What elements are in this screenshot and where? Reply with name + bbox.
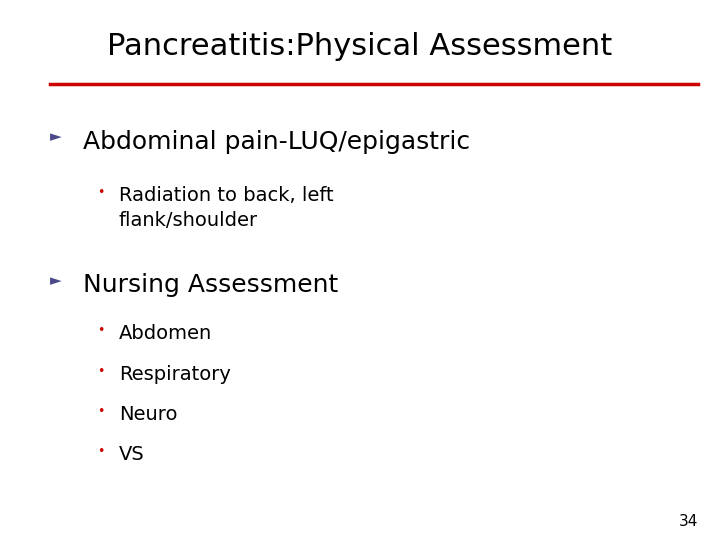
Text: VS: VS: [119, 446, 145, 464]
Text: •: •: [97, 405, 104, 418]
Text: Pancreatitis:Physical Assessment: Pancreatitis:Physical Assessment: [107, 32, 613, 62]
Text: 34: 34: [679, 514, 698, 529]
Text: Abdomen: Abdomen: [119, 324, 212, 343]
Text: •: •: [97, 186, 104, 199]
Text: ►: ►: [50, 130, 62, 145]
Text: Radiation to back, left
flank/shoulder: Radiation to back, left flank/shoulder: [119, 186, 333, 230]
Text: Nursing Assessment: Nursing Assessment: [83, 273, 338, 296]
Text: Abdominal pain-LUQ/epigastric: Abdominal pain-LUQ/epigastric: [83, 130, 470, 153]
Text: ►: ►: [50, 273, 62, 288]
Text: •: •: [97, 446, 104, 458]
Text: •: •: [97, 324, 104, 337]
Text: •: •: [97, 364, 104, 377]
Text: Respiratory: Respiratory: [119, 364, 230, 383]
Text: Neuro: Neuro: [119, 405, 177, 424]
